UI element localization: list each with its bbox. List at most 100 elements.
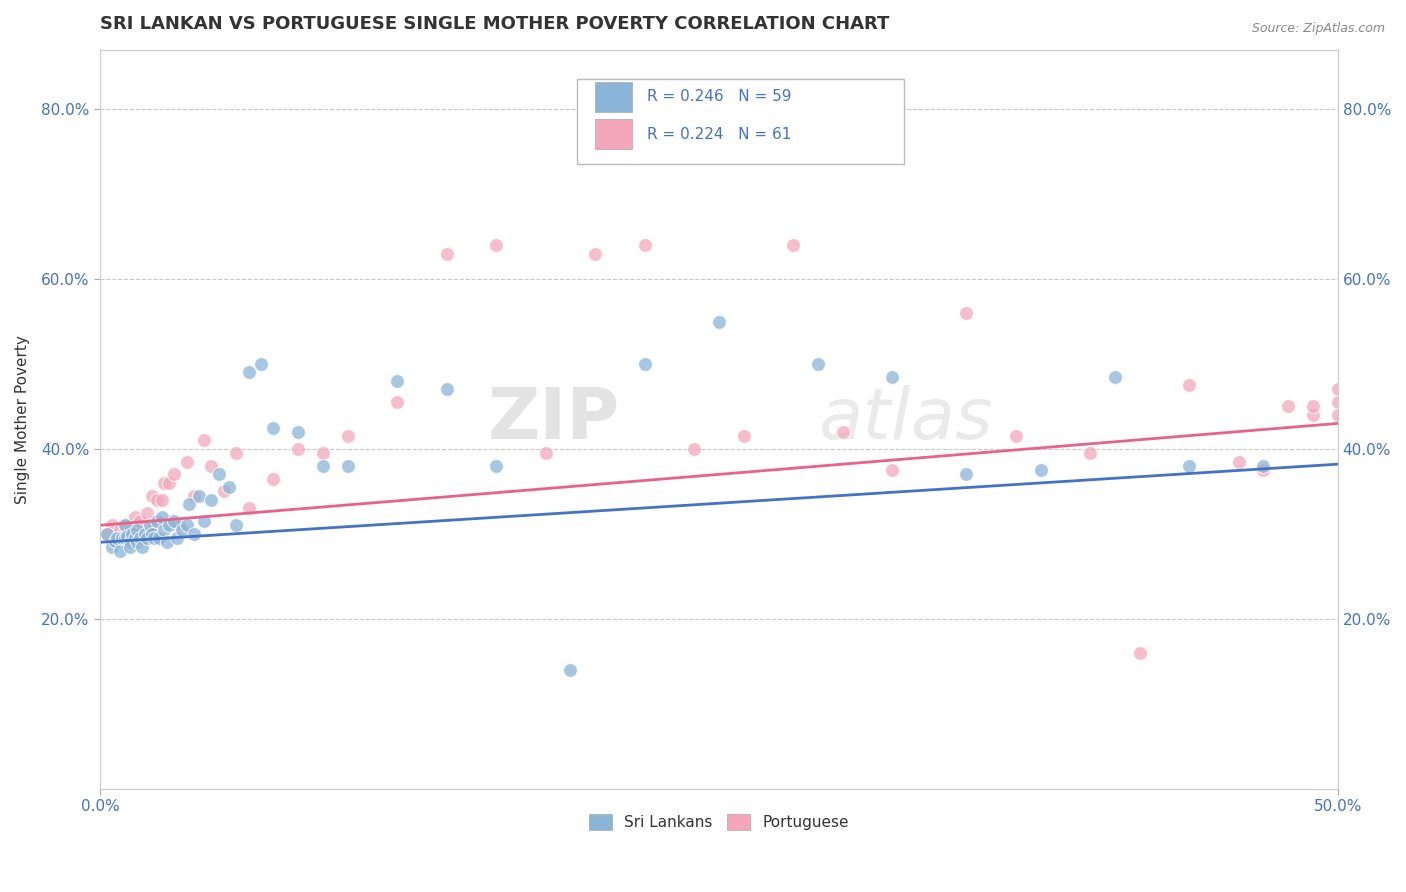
Point [560, 663, 582, 677]
Point [121, 531, 143, 545]
Point [534, 446, 557, 460]
Point [212, 484, 235, 499]
Point [117, 528, 139, 542]
Point [200, 492, 222, 507]
Point [436, 246, 458, 260]
Point [134, 526, 156, 541]
Point [385, 395, 408, 409]
Point [118, 535, 141, 549]
Point [880, 369, 903, 384]
Point [141, 526, 163, 541]
Point [127, 535, 149, 549]
Point [111, 531, 134, 545]
Point [707, 314, 730, 328]
Point [150, 509, 173, 524]
Point [733, 429, 755, 443]
Point [105, 531, 128, 545]
Point [104, 533, 127, 548]
Point [166, 531, 188, 545]
Point [128, 514, 150, 528]
Point [183, 489, 205, 503]
Point [1302, 408, 1324, 422]
Point [287, 442, 309, 456]
Point [96, 526, 118, 541]
Point [153, 523, 176, 537]
Point [124, 531, 146, 545]
Point [128, 531, 150, 545]
Point [167, 518, 190, 533]
Point [101, 518, 124, 533]
Point [218, 480, 240, 494]
Point [880, 463, 903, 477]
Point [633, 357, 655, 371]
Point [114, 518, 136, 533]
Point [193, 434, 215, 448]
Point [208, 467, 231, 482]
Point [108, 523, 131, 537]
Point [336, 429, 359, 443]
Point [188, 489, 211, 503]
Point [117, 531, 139, 545]
Text: atlas: atlas [818, 384, 993, 454]
Point [148, 531, 170, 545]
Point [163, 514, 186, 528]
Point [124, 509, 146, 524]
Point [312, 446, 335, 460]
Point [262, 420, 284, 434]
Point [955, 467, 977, 482]
Point [1078, 446, 1101, 460]
Point [146, 492, 169, 507]
Point [176, 518, 198, 533]
Point [111, 531, 134, 545]
Point [127, 523, 149, 537]
Point [143, 518, 166, 533]
Point [1277, 400, 1299, 414]
Point [336, 458, 359, 473]
Point [200, 458, 222, 473]
Point [485, 238, 508, 252]
Point [157, 475, 180, 490]
Point [1029, 463, 1052, 477]
Point [131, 531, 153, 545]
Point [633, 238, 655, 252]
Point [114, 531, 136, 545]
Point [136, 531, 159, 545]
Point [1253, 458, 1275, 473]
Point [176, 455, 198, 469]
Text: SRI LANKAN VS PORTUGUESE SINGLE MOTHER POVERTY CORRELATION CHART: SRI LANKAN VS PORTUGUESE SINGLE MOTHER P… [100, 15, 890, 33]
Point [104, 533, 127, 548]
Point [150, 492, 173, 507]
Text: Source: ZipAtlas.com: Source: ZipAtlas.com [1251, 22, 1385, 36]
Point [287, 425, 309, 439]
Point [583, 246, 606, 260]
Point [179, 497, 201, 511]
Point [831, 425, 853, 439]
Point [250, 357, 273, 371]
Point [225, 518, 247, 533]
FancyBboxPatch shape [595, 120, 633, 149]
Point [118, 540, 141, 554]
Point [955, 306, 977, 320]
FancyBboxPatch shape [595, 82, 633, 112]
Text: R = 0.246   N = 59: R = 0.246 N = 59 [647, 89, 792, 104]
Point [183, 526, 205, 541]
Legend: Sri Lankans, Portuguese: Sri Lankans, Portuguese [582, 808, 855, 837]
Point [312, 458, 335, 473]
Point [141, 489, 163, 503]
Point [238, 366, 260, 380]
Point [143, 531, 166, 545]
Point [131, 540, 153, 554]
Point [108, 543, 131, 558]
Point [1253, 463, 1275, 477]
Point [1302, 400, 1324, 414]
Point [436, 383, 458, 397]
Point [225, 446, 247, 460]
FancyBboxPatch shape [576, 79, 904, 164]
Point [138, 523, 160, 537]
Point [138, 518, 160, 533]
Point [683, 442, 706, 456]
Point [156, 535, 179, 549]
Point [101, 540, 124, 554]
Point [127, 518, 149, 533]
Point [1227, 455, 1250, 469]
